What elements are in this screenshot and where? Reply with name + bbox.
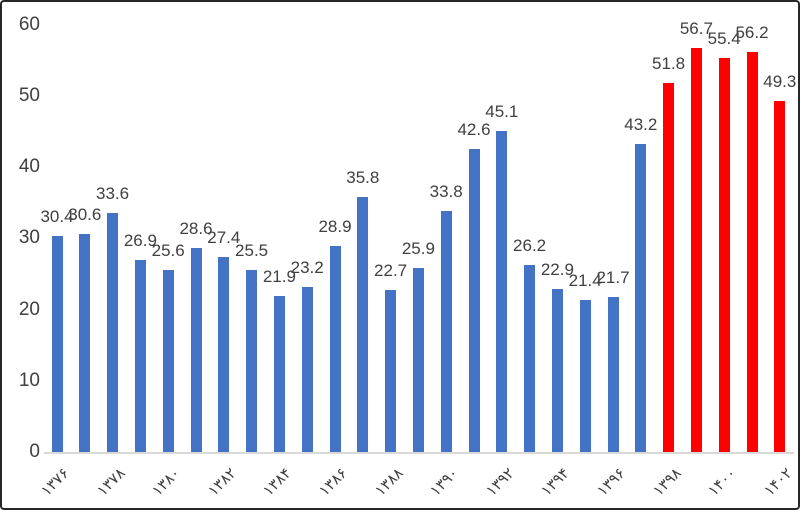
bar-value-label: 56.2 [735, 22, 769, 42]
x-axis-tick-label: ۱۳۹۰ [426, 464, 462, 500]
x-axis-line [44, 452, 794, 454]
y-axis-tick-label: 30 [18, 227, 40, 249]
x-axis-tick-label: ۱۳۷۶ [37, 464, 73, 500]
bar-value-label: 21.7 [596, 268, 630, 288]
bar [579, 299, 591, 452]
bar-value-label: 49.3 [763, 71, 797, 91]
x-axis-tick-label: ۱۳۸۸ [370, 464, 407, 500]
bar [663, 83, 675, 452]
bar-value-label: 25.6 [151, 240, 185, 260]
bar-value-label: 45.1 [485, 101, 519, 121]
bar [440, 211, 452, 452]
y-axis-tick-label: 50 [18, 85, 40, 106]
bar [468, 148, 480, 452]
bar [551, 288, 563, 452]
bar [357, 197, 369, 452]
bar-value-label: 22.9 [540, 259, 574, 279]
bar [329, 246, 341, 452]
bar [51, 235, 63, 452]
bar-value-label: 28.9 [318, 217, 352, 237]
bar [718, 57, 730, 452]
bar [607, 297, 619, 452]
x-axis-tick-label: ۱۴۰۰ [704, 464, 740, 500]
x-axis-tick-label: ۱۳۸۰ [148, 464, 184, 500]
bar [385, 290, 397, 452]
bar [746, 51, 758, 452]
bar [79, 234, 91, 452]
bar-value-label: 33.6 [96, 183, 130, 203]
bar [107, 212, 119, 452]
bar [273, 296, 285, 452]
bar-value-label: 25.9 [401, 238, 435, 258]
bar [301, 286, 313, 452]
y-axis-tick-label: 0 [29, 441, 40, 462]
bar-value-label: 55.4 [707, 28, 741, 48]
x-axis-tick-label: ۱۳۸۶ [315, 464, 351, 500]
bar [134, 260, 146, 452]
bar-value-label: 42.6 [457, 119, 491, 139]
y-axis-tick-label: 60 [18, 13, 40, 35]
bar [412, 267, 424, 452]
bar-value-label: 35.8 [346, 168, 380, 188]
bar [218, 256, 230, 452]
x-axis-tick-label: ۱۳۹۲ [482, 464, 518, 500]
bar-value-label: 56.7 [679, 19, 713, 39]
x-axis-tick-label: ۱۳۹۸ [648, 464, 685, 500]
x-axis-tick-label: ۱۳۹۶ [593, 464, 629, 500]
x-axis-tick-label: ۱۴۰۲ [760, 464, 796, 500]
bar-value-label: 25.5 [235, 241, 269, 261]
bar [190, 248, 202, 452]
bar-value-label: 21.9 [262, 267, 296, 287]
bar-value-label: 21.4 [568, 270, 602, 290]
bar-value-label: 28.6 [179, 219, 213, 239]
x-axis-tick-label: ۱۳۹۴ [537, 464, 574, 500]
x-axis-tick-label: ۱۳۸۲ [204, 464, 240, 500]
bar-value-label: 23.2 [290, 257, 324, 277]
bar [246, 270, 258, 452]
bar [774, 100, 786, 452]
bar [496, 130, 508, 452]
bar-value-label: 27.4 [207, 227, 241, 247]
bar [524, 265, 536, 452]
bar-value-label: 30.4 [40, 206, 74, 226]
bar-value-label: 43.2 [624, 115, 658, 135]
bar-value-label: 22.7 [374, 261, 408, 281]
bar-value-label: 33.8 [429, 182, 463, 202]
bar [635, 144, 647, 452]
bar-value-label: 26.2 [513, 236, 547, 256]
x-axis-tick-label: ۱۳۸۴ [259, 464, 296, 500]
x-axis-tick-label: ۱۳۷۸ [92, 464, 129, 500]
bar-value-label: 51.8 [652, 54, 686, 74]
bar-value-label: 30.6 [68, 205, 102, 225]
y-axis-tick-label: 40 [18, 156, 40, 178]
bar-value-label: 26.9 [123, 231, 157, 251]
y-axis-tick-label: 20 [18, 298, 40, 320]
bar [690, 48, 702, 452]
bar [162, 269, 174, 452]
y-axis-tick-label: 10 [18, 369, 40, 391]
